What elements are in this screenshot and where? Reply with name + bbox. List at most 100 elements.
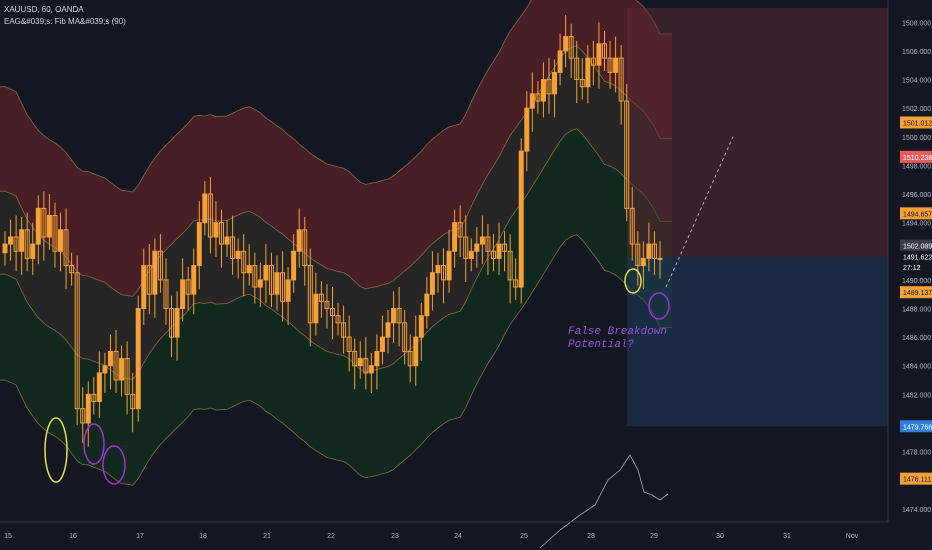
price-tag-label: 1502.089 xyxy=(903,244,932,251)
candle-body xyxy=(651,243,657,259)
candle-body xyxy=(479,236,485,245)
candle-body xyxy=(19,229,25,252)
chart-legend: XAUUSD, 60, OANDA EAG&#039;s: Fib MA&#03… xyxy=(4,4,126,28)
price-tick-label: 1506.000 xyxy=(902,49,931,56)
candle-body xyxy=(568,36,574,59)
candle-body xyxy=(468,250,474,259)
candle-body xyxy=(341,322,347,338)
band-line-4 xyxy=(0,234,672,486)
candle-body xyxy=(69,265,75,274)
candle-body xyxy=(579,79,585,88)
candle-body xyxy=(96,372,102,403)
symbol-title: XAUUSD, 60, OANDA xyxy=(4,5,84,14)
price-tick-label: 1504.000 xyxy=(902,78,931,85)
time-tick-label: 29 xyxy=(650,533,658,540)
price-tag-label: 1476.111 xyxy=(903,477,931,484)
candle-body xyxy=(385,322,391,338)
candle-body xyxy=(452,222,458,252)
candle-body xyxy=(374,350,380,367)
price-tag-label: 1501.012 xyxy=(903,120,932,127)
candle-body xyxy=(518,150,524,288)
candle-body xyxy=(596,43,602,66)
candle-body xyxy=(224,236,230,245)
candle-body xyxy=(540,79,546,102)
candle-body xyxy=(396,308,402,324)
candle-body xyxy=(235,250,241,259)
candle-body xyxy=(613,57,619,73)
time-tick-label: 31 xyxy=(783,533,791,540)
candle-body xyxy=(485,236,491,252)
candle-body xyxy=(163,279,169,310)
candle-body xyxy=(302,229,308,267)
circle-yellow-1 xyxy=(44,417,68,483)
price-tag-red xyxy=(900,150,932,163)
price-tag-label: 1510.238 xyxy=(903,155,932,162)
candle-body xyxy=(502,243,508,252)
time-tick-label: 22 xyxy=(327,533,335,540)
candle-body xyxy=(263,265,269,281)
price-tick-label: 1478.000 xyxy=(902,450,931,457)
time-tick-label: 23 xyxy=(391,533,399,540)
candle-body xyxy=(529,93,535,109)
candle-body xyxy=(169,308,175,338)
candle-body xyxy=(418,315,424,338)
candle-body xyxy=(346,336,352,352)
time-tick-label: 15 xyxy=(4,533,12,540)
price-tag-label: 27:12 xyxy=(903,265,921,272)
candle-body xyxy=(435,265,441,274)
candle-body xyxy=(63,229,69,267)
candle-body xyxy=(85,393,91,424)
candle-body xyxy=(424,293,430,317)
candle-body xyxy=(318,293,324,302)
price-tick-label: 1502.000 xyxy=(902,106,931,113)
candle-body xyxy=(391,308,397,324)
candle-body xyxy=(52,214,58,252)
candle-body xyxy=(207,193,213,238)
upper-band-fill xyxy=(0,0,672,297)
price-tick-label: 1496.000 xyxy=(902,192,931,199)
candle-body xyxy=(457,222,463,238)
candle-body xyxy=(252,265,258,288)
time-tick-label: 21 xyxy=(263,533,271,540)
candle-body xyxy=(402,322,408,352)
time-tick-label: 25 xyxy=(520,533,528,540)
candle-body xyxy=(363,358,369,374)
time-tick-label: 30 xyxy=(716,533,724,540)
candle-body xyxy=(152,250,158,295)
price-tick-label: 1484.000 xyxy=(902,364,931,371)
candle-body xyxy=(601,43,607,59)
price-tick-label: 1482.000 xyxy=(902,392,931,399)
price-tick-label: 1486.000 xyxy=(902,335,931,342)
candle-body xyxy=(324,300,330,310)
candle-body xyxy=(557,50,563,73)
candle-body xyxy=(102,365,108,374)
candle-body xyxy=(146,265,152,295)
price-tick-label: 1494.000 xyxy=(902,221,931,228)
short-position-stop-zone xyxy=(627,8,888,257)
circle-purple-2 xyxy=(102,445,126,485)
price-tick-label: 1488.000 xyxy=(902,307,931,314)
candle-body xyxy=(563,36,569,52)
candle-body xyxy=(507,250,513,281)
candle-body xyxy=(180,279,186,310)
circle-purple-3 xyxy=(648,292,670,320)
candle-body xyxy=(463,236,469,259)
price-tag-orange xyxy=(900,286,932,299)
candle-body xyxy=(552,71,558,95)
time-tick-label: 17 xyxy=(136,533,144,540)
candle-body xyxy=(91,393,97,403)
candle-body xyxy=(185,279,191,295)
candle-body xyxy=(335,315,341,324)
candle-body xyxy=(296,229,302,252)
candle-body xyxy=(313,293,319,324)
candle-body xyxy=(357,358,363,367)
candle-body xyxy=(196,222,202,267)
price-tick-label: 1508.000 xyxy=(902,20,931,27)
candle-body xyxy=(113,350,119,381)
price-tag-orange xyxy=(900,207,932,220)
candle-body xyxy=(46,214,52,238)
price-tag-label: 1491.622 xyxy=(903,255,932,262)
lower-trace xyxy=(539,454,669,549)
annotation-line-2: Potential? xyxy=(568,339,635,351)
